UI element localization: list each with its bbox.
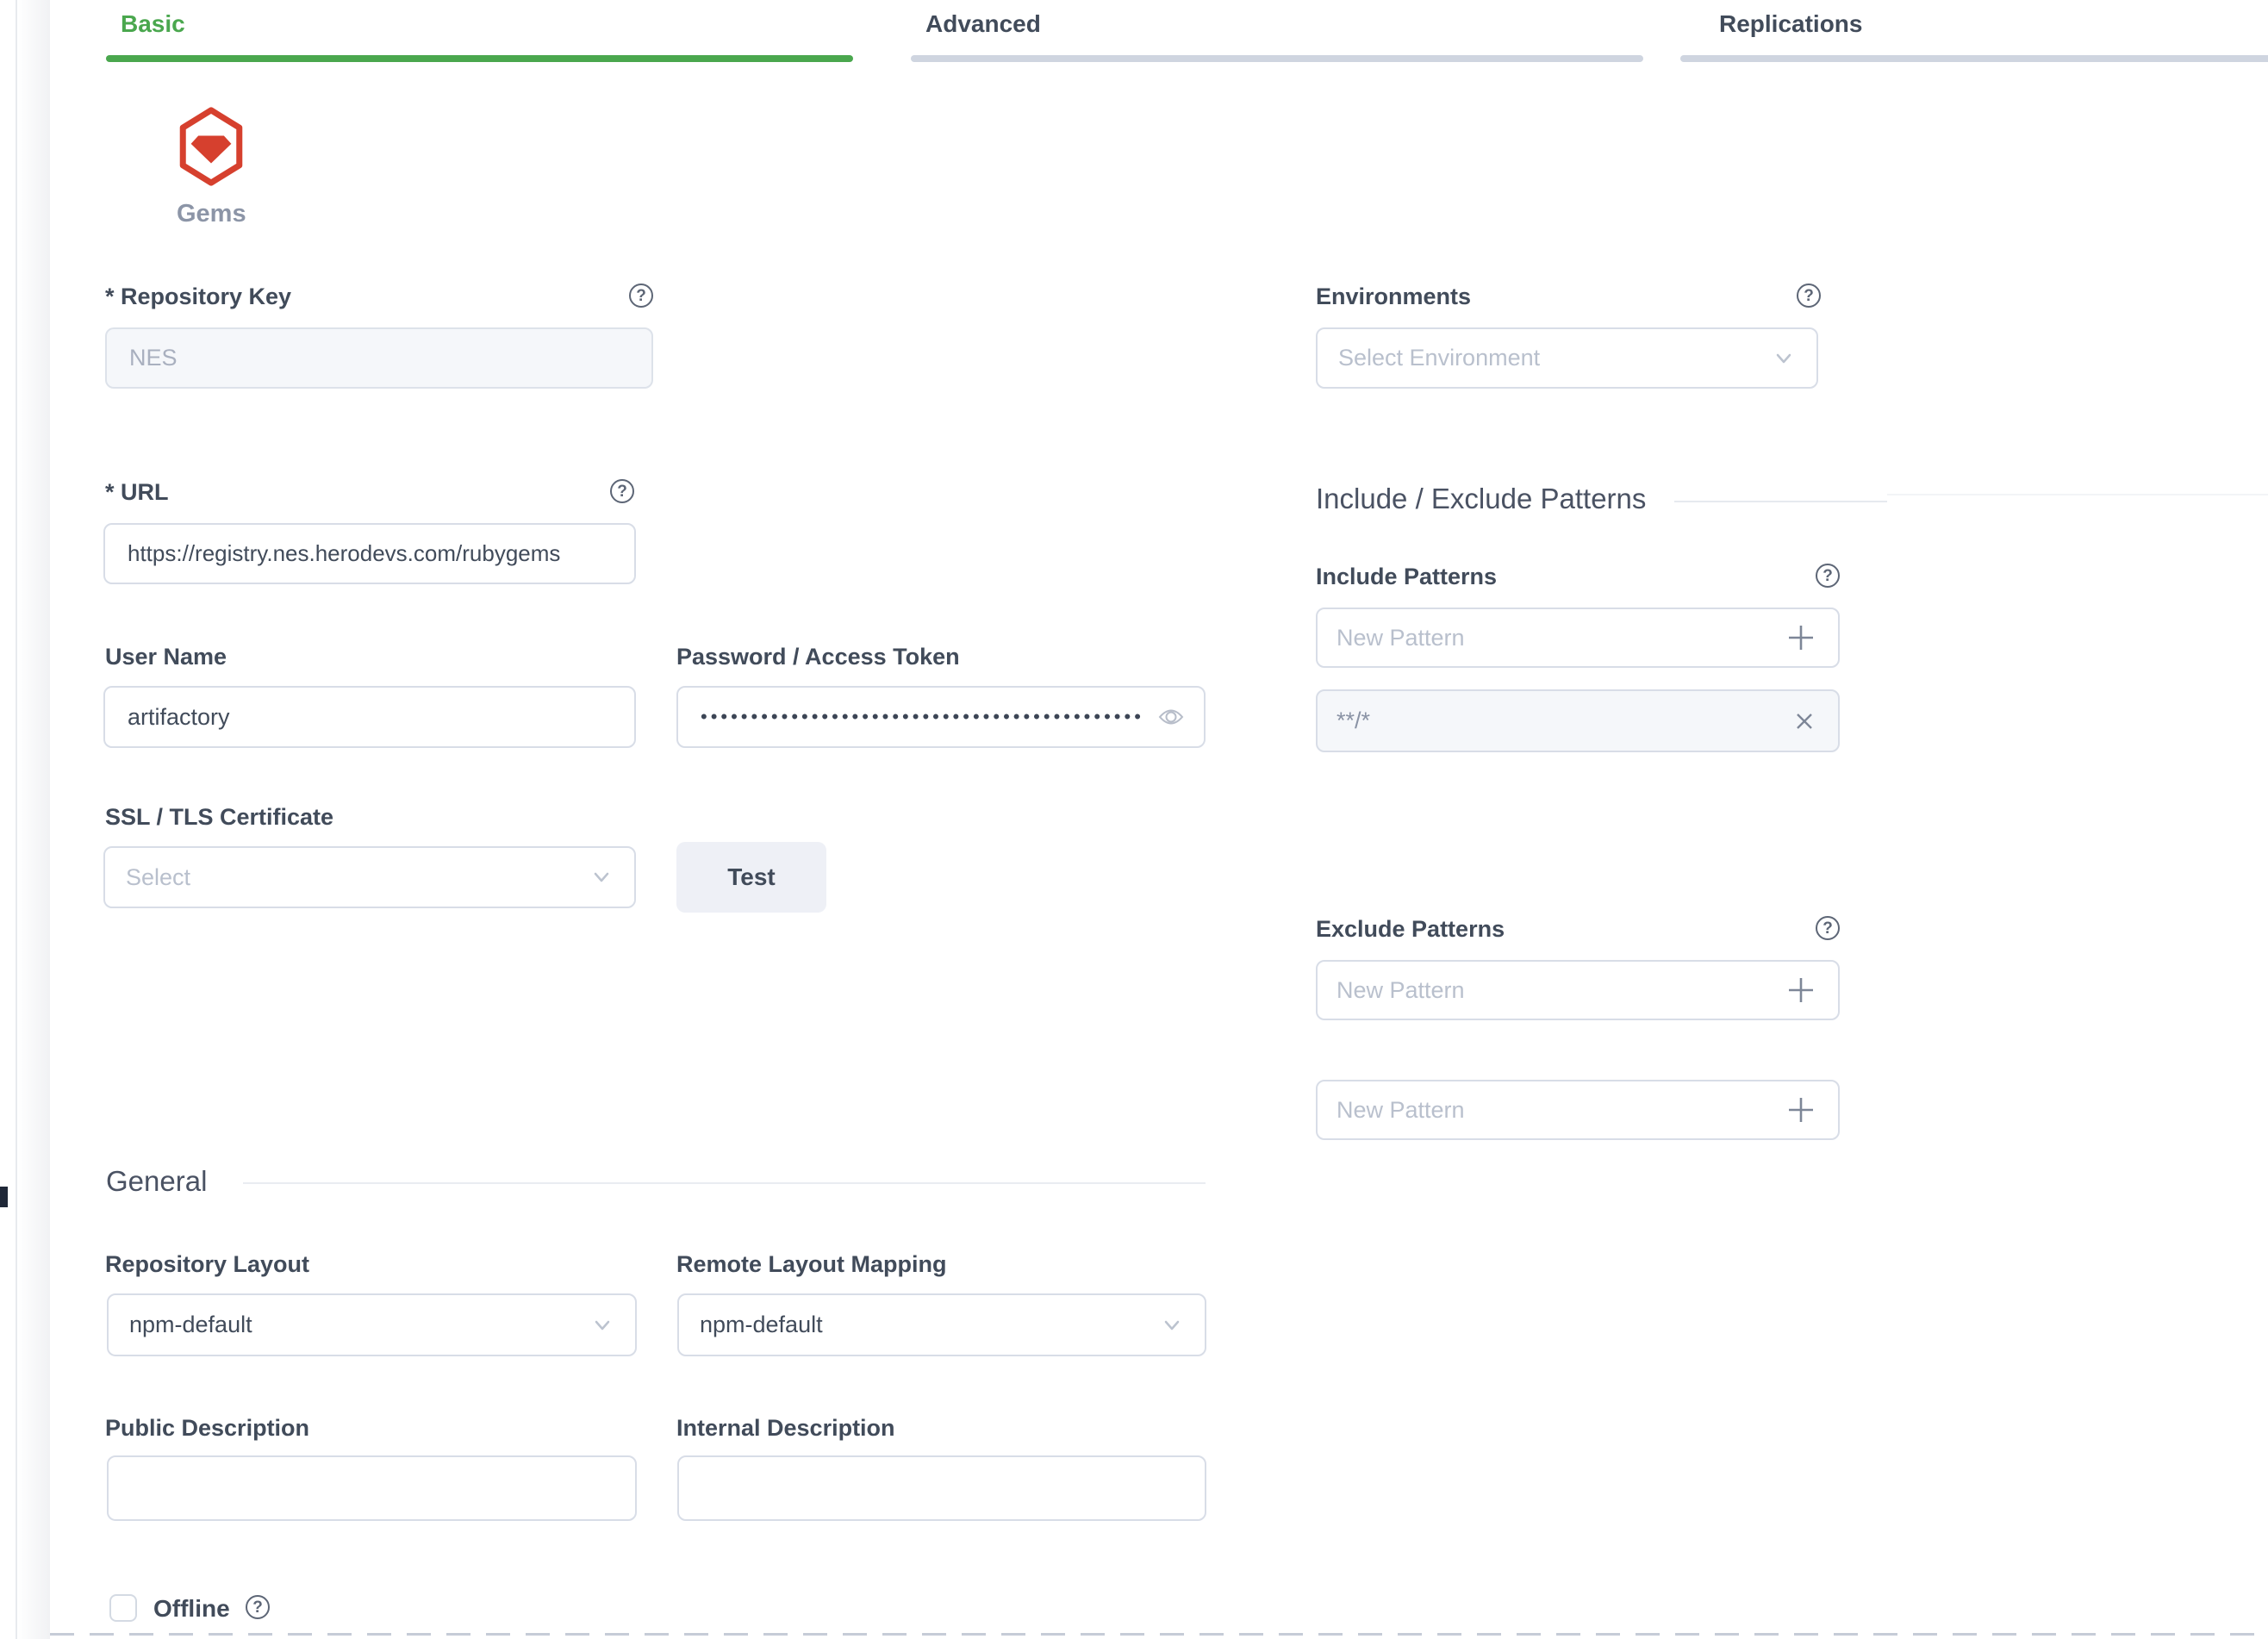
user-name-label: User Name <box>105 644 227 670</box>
environments-label: Environments <box>1316 284 1472 309</box>
exclude-patterns-help-icon[interactable]: ? <box>1816 916 1840 940</box>
repository-key-input[interactable] <box>105 327 653 389</box>
exclude-new-pattern-placeholder-2: New Pattern <box>1336 1096 1465 1123</box>
tab-replications-label: Replications <box>1719 10 1863 37</box>
test-button[interactable]: Test <box>676 842 826 913</box>
tab-basic-label: Basic <box>121 10 185 37</box>
eye-icon[interactable] <box>1157 707 1185 727</box>
plus-icon[interactable] <box>1783 972 1819 1008</box>
ssl-certificate-placeholder: Select <box>126 863 191 890</box>
gem-icon <box>179 107 243 186</box>
url-label: * URL <box>105 479 169 505</box>
package-type: Gems <box>177 106 246 228</box>
remote-layout-mapping-select[interactable]: npm-default <box>677 1293 1206 1356</box>
url-input[interactable] <box>103 523 636 584</box>
public-description-label: Public Description <box>105 1415 310 1441</box>
exclude-patterns-label: Exclude Patterns <box>1316 916 1505 942</box>
chevron-down-icon <box>594 872 609 882</box>
include-new-pattern-field[interactable]: New Pattern <box>1316 608 1840 668</box>
include-patterns-label: Include Patterns <box>1316 564 1498 589</box>
backdrop-vertical-line <box>16 0 17 1639</box>
repository-layout-select[interactable]: npm-default <box>107 1293 637 1356</box>
tab-basic[interactable]: Basic <box>106 0 853 64</box>
password-masked-value: ••••••••••••••••••••••••••••••••••••••••… <box>701 706 1144 727</box>
plus-icon[interactable] <box>1783 1092 1819 1128</box>
general-section-title: General <box>106 1165 208 1197</box>
password-input[interactable]: ••••••••••••••••••••••••••••••••••••••••… <box>676 686 1206 748</box>
backdrop-cutoff-element <box>0 1187 8 1207</box>
password-label: Password / Access Token <box>676 644 960 670</box>
offline-help-icon[interactable]: ? <box>246 1595 270 1619</box>
tab-replications[interactable]: Replications <box>1680 0 2268 64</box>
internal-description-textarea[interactable] <box>677 1455 1206 1521</box>
tab-basic-underline <box>106 55 853 62</box>
repository-layout-label: Repository Layout <box>105 1251 310 1277</box>
environments-help-icon[interactable]: ? <box>1797 284 1821 308</box>
remote-layout-mapping-label: Remote Layout Mapping <box>676 1251 947 1277</box>
general-divider <box>243 1182 1206 1184</box>
tab-advanced[interactable]: Advanced <box>911 0 1643 64</box>
bottom-dashed-divider <box>50 1633 2268 1636</box>
environments-select[interactable]: Select Environment <box>1316 327 1818 389</box>
ssl-certificate-select[interactable]: Select <box>103 846 636 908</box>
plus-icon[interactable] <box>1783 620 1819 656</box>
offline-label: Offline <box>153 1595 230 1622</box>
close-icon[interactable] <box>1790 707 1819 736</box>
tab-replications-underline <box>1680 55 2268 62</box>
chevron-down-icon <box>1776 353 1791 363</box>
include-patterns-help-icon[interactable]: ? <box>1816 564 1840 588</box>
remote-layout-mapping-value: npm-default <box>700 1312 823 1337</box>
environments-select-placeholder: Select Environment <box>1338 345 1541 371</box>
include-pattern-value: **/* <box>1336 707 1371 733</box>
user-name-input[interactable] <box>103 686 636 748</box>
include-exclude-divider <box>1674 501 1887 502</box>
exclude-new-pattern-field-2[interactable]: New Pattern <box>1316 1080 1840 1140</box>
include-exclude-divider-light <box>1887 494 2268 495</box>
repository-key-label: * Repository Key <box>105 284 292 309</box>
tab-advanced-label: Advanced <box>925 10 1041 37</box>
internal-description-label: Internal Description <box>676 1415 895 1441</box>
chevron-down-icon <box>1164 1320 1180 1330</box>
package-type-label: Gems <box>177 200 246 227</box>
public-description-textarea[interactable] <box>107 1455 637 1521</box>
ssl-certificate-label: SSL / TLS Certificate <box>105 804 334 830</box>
tab-advanced-underline <box>911 55 1643 62</box>
repository-layout-value: npm-default <box>129 1312 252 1337</box>
repository-key-help-icon[interactable]: ? <box>629 284 653 308</box>
include-new-pattern-placeholder: New Pattern <box>1336 624 1465 651</box>
offline-checkbox[interactable] <box>109 1594 137 1622</box>
exclude-new-pattern-field[interactable]: New Pattern <box>1316 960 1840 1020</box>
include-exclude-section-title: Include / Exclude Patterns <box>1316 483 1647 514</box>
chevron-down-icon <box>595 1320 610 1330</box>
drawer-left-shadow <box>17 0 50 1639</box>
exclude-new-pattern-placeholder: New Pattern <box>1336 976 1465 1003</box>
url-help-icon[interactable]: ? <box>610 479 634 503</box>
include-pattern-tag: **/* <box>1316 689 1840 752</box>
